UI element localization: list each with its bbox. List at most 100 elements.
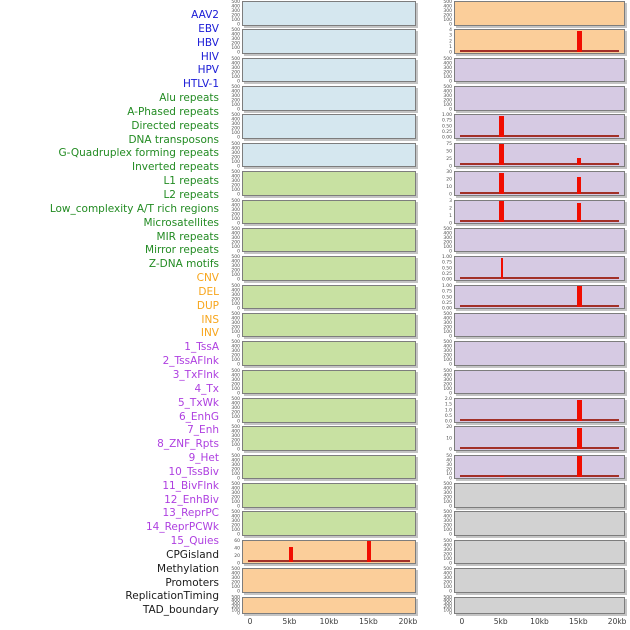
- y-tick-value: 100: [443, 357, 452, 363]
- facet-panel: [454, 142, 625, 168]
- y-tick-value: 200: [231, 183, 240, 189]
- y-axis-ticks: 500 400 300 200 100 0: [222, 227, 240, 254]
- y-tick-value: 2.0: [444, 396, 452, 402]
- y-tick-value: 200: [443, 551, 452, 557]
- row-label-cnv: CNV: [196, 272, 219, 285]
- y-tick-value: 0.75: [441, 288, 452, 294]
- y-axis-ticks: 500 400 300 200 100 0: [222, 368, 240, 395]
- y-tick-value: 300: [231, 36, 240, 42]
- signal-baseline: [460, 276, 619, 279]
- facet-panel: [454, 341, 625, 366]
- y-tick-value: 100: [231, 159, 240, 165]
- facet-panel: [454, 114, 625, 139]
- x-axis-tick-label-20kb: 20kb: [607, 617, 627, 626]
- y-tick-value: 400: [231, 344, 240, 350]
- y-tick-value: 500: [231, 453, 240, 459]
- y-axis-ticks: 1.00 0.75 0.50 0.25 0.00: [434, 283, 452, 310]
- row-label-inverted-repeats: Inverted repeats: [131, 161, 219, 174]
- y-tick-value: 100: [231, 357, 240, 363]
- y-axis-ticks: 500 400 300 200 100 0: [434, 595, 452, 616]
- y-tick-value: 400: [443, 571, 452, 577]
- row-label-15-quies: 15_Quies: [170, 535, 219, 548]
- row-label-2-tssaflnk: 2_TssAFlnk: [162, 355, 219, 368]
- row-label-7-enh: 7_Enh: [187, 424, 219, 437]
- y-tick-value: 0.25: [441, 129, 452, 135]
- y-tick-value: 50: [446, 148, 452, 154]
- y-tick-value: 200: [231, 211, 240, 217]
- y-tick-value: 100: [231, 74, 240, 80]
- row-label-hpv: HPV: [197, 64, 219, 77]
- y-tick-value: 0: [449, 589, 452, 595]
- facet-panel: [454, 199, 625, 225]
- y-tick-value: 100: [443, 386, 452, 392]
- signal-baseline: [460, 134, 619, 137]
- y-tick-value: 300: [231, 575, 240, 581]
- y-tick-value: 0: [237, 135, 240, 141]
- y-tick-value: 0: [237, 50, 240, 56]
- y-tick-value: 0: [449, 220, 452, 226]
- y-tick-value: 500: [231, 56, 240, 62]
- y-tick-value: 0: [237, 419, 240, 425]
- y-tick-value: 400: [231, 174, 240, 180]
- y-tick-value: 0.75: [441, 260, 452, 266]
- facet-panel: [242, 171, 416, 196]
- facet-panel: [242, 511, 416, 536]
- facet-panel: [454, 596, 625, 614]
- y-tick-value: 400: [231, 372, 240, 378]
- y-axis-ticks: 500 400 300 200 100 0: [434, 312, 452, 339]
- y-tick-value: 500: [443, 481, 452, 487]
- y-axis-ticks: 20 10 0: [434, 425, 452, 452]
- y-tick-value: 300: [231, 8, 240, 14]
- row-label-aav2: AAV2: [191, 9, 219, 21]
- row-label-replicationtiming: ReplicationTiming: [125, 590, 219, 603]
- y-axis-ticks: 500 400 300 200 100 0: [222, 113, 240, 140]
- y-tick-value: 1.00: [441, 254, 452, 260]
- y-axis-ticks: 75 50 25 0: [434, 142, 452, 169]
- signal-spike-5kb: [499, 115, 505, 137]
- y-tick-value: 0: [449, 78, 452, 84]
- y-tick-value: 100: [231, 471, 240, 477]
- y-tick-value: 100: [231, 45, 240, 51]
- signal-baseline: [460, 220, 619, 223]
- y-tick-value: 300: [231, 433, 240, 439]
- y-tick-value: 100: [443, 499, 452, 505]
- y-tick-value: 300: [443, 320, 452, 326]
- signal-spike-5kb: [499, 201, 505, 223]
- y-tick-value: 100: [231, 414, 240, 420]
- y-tick-value: 300: [443, 8, 452, 14]
- facet-panel: [242, 114, 416, 139]
- y-tick-value: 500: [231, 27, 240, 33]
- signal-spike-5kb: [499, 172, 505, 194]
- facet-panel: [454, 454, 625, 480]
- y-tick-value: 100: [231, 527, 240, 533]
- y-tick-value: 100: [231, 301, 240, 307]
- y-tick-value: 500: [231, 0, 240, 5]
- y-tick-value: 200: [231, 438, 240, 444]
- x-axis-tick-label-0: 0: [247, 617, 253, 626]
- y-tick-value: 300: [231, 207, 240, 213]
- signal-spike-15kb: [576, 286, 582, 308]
- y-tick-value: 1: [449, 213, 452, 219]
- y-tick-value: 1: [449, 44, 452, 50]
- y-tick-value: 0: [237, 362, 240, 368]
- x-axis-tick-label-20kb: 20kb: [398, 617, 418, 626]
- y-tick-value: 400: [231, 259, 240, 265]
- y-tick-value: 100: [443, 74, 452, 80]
- row-label-10-tssbiv: 10_TssBiv: [168, 465, 219, 478]
- facet-panel: [242, 312, 416, 338]
- y-axis-ticks: 500 400 300 200 100 0: [222, 28, 240, 55]
- y-tick-value: 500: [231, 594, 240, 600]
- row-label-3-txflnk: 3_TxFlnk: [172, 368, 219, 381]
- y-tick-value: 0: [449, 610, 452, 616]
- y-tick-value: 200: [231, 296, 240, 302]
- facet-panel: [242, 539, 416, 565]
- y-axis-ticks: 500 400 300 200 100 0: [222, 312, 240, 339]
- y-tick-value: 200: [443, 604, 452, 610]
- x-axis-tick-label-10kb: 10kb: [319, 617, 339, 626]
- y-tick-value: 200: [231, 523, 240, 529]
- y-tick-value: 0: [449, 504, 452, 510]
- y-tick-value: 0.25: [441, 299, 452, 305]
- y-tick-value: 200: [443, 381, 452, 387]
- row-label-8-znf-rpts: 8_ZNF_Rpts: [157, 438, 219, 451]
- y-tick-value: 500: [231, 481, 240, 487]
